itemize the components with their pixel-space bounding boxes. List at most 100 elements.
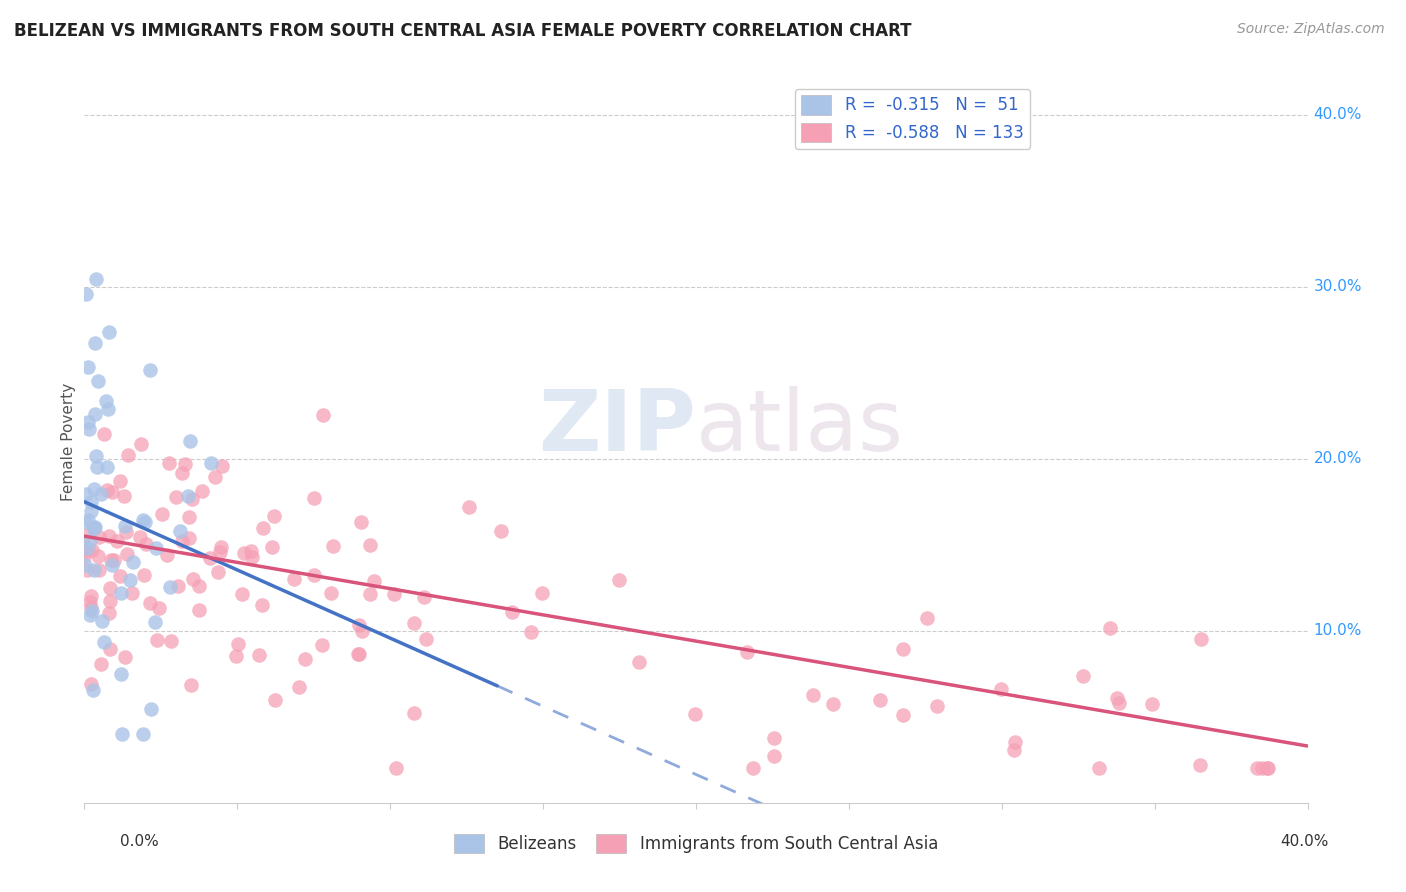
Point <box>735 645 758 659</box>
Point <box>87 374 110 388</box>
Point <box>294 651 316 665</box>
Point <box>98 529 121 543</box>
Point <box>1246 761 1268 775</box>
Point <box>84 336 107 351</box>
Text: atlas: atlas <box>696 385 904 468</box>
Text: BELIZEAN VS IMMIGRANTS FROM SOUTH CENTRAL ASIA FEMALE POVERTY CORRELATION CHART: BELIZEAN VS IMMIGRANTS FROM SOUTH CENTRA… <box>14 22 911 40</box>
Point <box>89 563 111 577</box>
Point <box>312 408 335 422</box>
Point <box>176 489 198 503</box>
Point <box>1140 697 1163 711</box>
Point <box>90 487 112 501</box>
Point <box>75 286 97 301</box>
Point <box>150 507 173 521</box>
Point <box>159 456 181 470</box>
Point <box>100 485 122 500</box>
Point <box>77 422 100 436</box>
Text: ZIP: ZIP <box>538 385 696 468</box>
Point <box>83 563 105 577</box>
Point <box>489 524 512 538</box>
Point <box>763 749 786 764</box>
Point <box>79 590 101 604</box>
Point <box>110 666 132 681</box>
Point <box>891 707 914 722</box>
Point <box>167 579 190 593</box>
Point <box>607 573 630 587</box>
Point <box>915 611 938 625</box>
Y-axis label: Female Poverty: Female Poverty <box>60 383 76 500</box>
Point <box>73 515 96 529</box>
Point <box>87 530 110 544</box>
Point <box>82 682 104 697</box>
Point <box>132 727 155 741</box>
Point <box>187 603 209 617</box>
Point <box>240 549 263 564</box>
Point <box>90 615 112 629</box>
Point <box>627 655 650 669</box>
Point <box>319 586 342 600</box>
Point <box>159 580 181 594</box>
Point <box>77 513 100 527</box>
Point <box>200 551 222 566</box>
Point <box>143 615 166 629</box>
Point <box>990 681 1012 696</box>
Point <box>283 572 305 586</box>
Point <box>801 688 824 702</box>
Point <box>75 486 97 500</box>
Point <box>114 525 136 540</box>
Point <box>402 616 425 631</box>
Point <box>177 531 200 545</box>
Point <box>129 437 152 451</box>
Point <box>139 363 162 377</box>
Point <box>79 533 101 547</box>
Point <box>98 607 121 621</box>
Point <box>134 567 156 582</box>
Point <box>75 558 97 572</box>
Point <box>1108 696 1130 710</box>
Point <box>501 605 523 619</box>
Point <box>262 540 284 554</box>
Point <box>226 637 249 651</box>
Point <box>121 586 143 600</box>
Point <box>183 572 205 586</box>
Point <box>207 565 229 579</box>
Point <box>821 697 844 711</box>
Point <box>84 272 107 286</box>
Point <box>75 543 97 558</box>
Point <box>110 586 132 600</box>
Point <box>96 483 118 497</box>
Point <box>240 543 263 558</box>
Point <box>179 434 201 449</box>
Text: 40.0%: 40.0% <box>1313 107 1362 122</box>
Point <box>1189 632 1212 646</box>
Point <box>80 543 103 558</box>
Point <box>117 449 139 463</box>
Point <box>180 678 202 692</box>
Point <box>350 624 373 638</box>
Point <box>204 470 226 484</box>
Point <box>170 534 193 549</box>
Point <box>173 457 195 471</box>
Point <box>103 553 125 567</box>
Point <box>231 587 253 601</box>
Point <box>114 650 136 665</box>
Point <box>94 393 117 408</box>
Point <box>83 521 105 535</box>
Point <box>322 539 344 553</box>
Point <box>148 601 170 615</box>
Point <box>346 647 368 661</box>
Point <box>763 731 786 746</box>
Point <box>100 642 122 657</box>
Text: 10.0%: 10.0% <box>1313 624 1362 639</box>
Point <box>84 449 107 463</box>
Point <box>75 528 97 542</box>
Point <box>87 549 110 563</box>
Point <box>288 681 311 695</box>
Point <box>115 547 138 561</box>
Point <box>141 701 163 715</box>
Point <box>76 541 98 555</box>
Point <box>98 593 121 607</box>
Point <box>134 515 156 529</box>
Point <box>530 586 553 600</box>
Text: 40.0%: 40.0% <box>1281 834 1329 849</box>
